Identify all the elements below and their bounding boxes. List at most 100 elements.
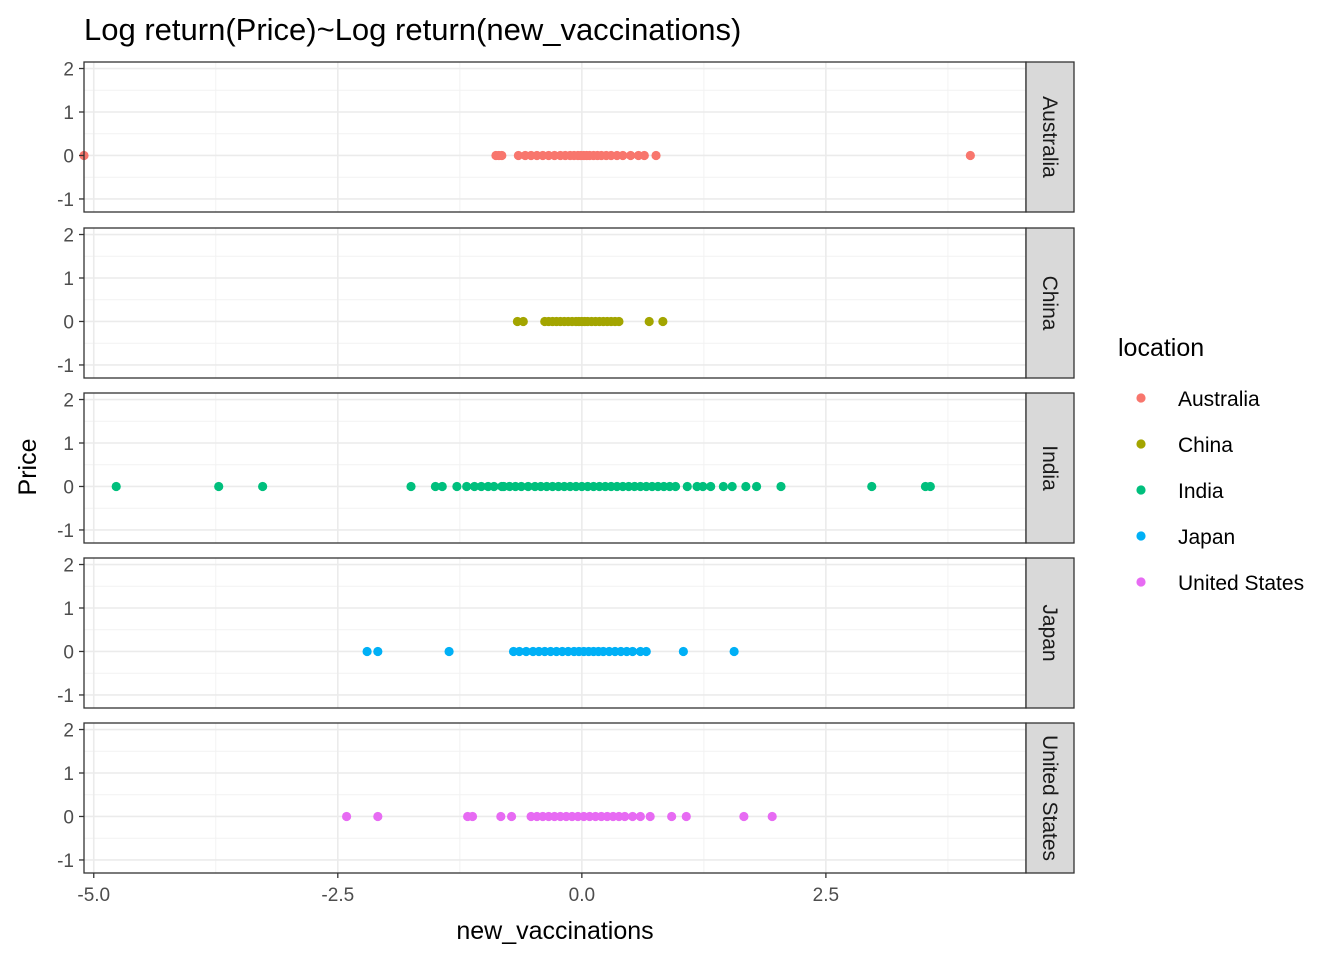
legend-item-china: China [1136, 434, 1233, 457]
data-point-india [437, 481, 447, 492]
legend-key-japan [1136, 531, 1146, 541]
data-point-united-states [681, 811, 691, 822]
y-tick-label: 0 [63, 146, 74, 167]
legend-key-china [1136, 439, 1146, 449]
data-point-united-states [373, 811, 383, 822]
y-tick-label: 1 [63, 764, 74, 785]
data-point-united-states [467, 811, 478, 822]
facet-strip-label: Australia [1038, 96, 1061, 178]
data-point-australia [626, 150, 636, 161]
facet-strip [1025, 557, 1075, 709]
legend-label: India [1178, 480, 1224, 503]
legend-item-australia: Australia [1136, 388, 1260, 411]
facet-panel-japan: -1 0 1 2 Japan [57, 556, 1075, 709]
y-tick-label: 2 [63, 226, 74, 247]
data-point-united-states [628, 811, 638, 822]
data-point-india [867, 481, 877, 492]
facet-panel-australia: -1 0 1 2 Australia [57, 60, 1075, 213]
x-axis-title: new_vaccinations [456, 917, 653, 945]
data-point-india [698, 481, 708, 492]
panel-background [84, 393, 1026, 543]
data-point-india [925, 481, 935, 492]
y-tick-label: 1 [63, 269, 74, 290]
data-point-united-states [506, 811, 517, 822]
facet-strip-label: India [1038, 445, 1061, 491]
data-point-united-states [341, 811, 352, 822]
y-tick-label: 2 [63, 60, 74, 81]
x-tick-label: 0.0 [569, 885, 595, 906]
facet-strip [1025, 227, 1075, 379]
y-tick-label: 2 [63, 721, 74, 742]
data-point-united-states [496, 811, 506, 822]
facet-strip [1025, 61, 1075, 213]
legend: location Australia China India Japan United … [1118, 334, 1304, 595]
data-point-australia [639, 150, 649, 161]
data-point-australia [618, 150, 628, 161]
data-point-japan [678, 646, 688, 657]
data-point-australia [497, 150, 507, 161]
facet-strip-label: Japan [1038, 604, 1061, 661]
y-tick-label: -1 [57, 190, 74, 211]
y-tick-label: 0 [63, 642, 74, 663]
data-point-japan [514, 646, 524, 657]
y-tick-label: 0 [63, 477, 74, 498]
data-point-china [518, 316, 528, 327]
data-point-india [523, 481, 533, 492]
legend-items: Australia China India Japan United States [1136, 388, 1304, 595]
legend-item-india: India [1136, 480, 1224, 503]
data-point-india [516, 481, 526, 492]
data-point-india [430, 481, 441, 492]
data-point-india [706, 481, 716, 492]
panel-background [84, 228, 1026, 378]
data-point-united-states [645, 811, 655, 822]
data-point-india [469, 481, 480, 492]
y-tick-label: -1 [57, 686, 74, 707]
legend-title: location [1118, 334, 1204, 362]
data-point-china [614, 316, 624, 327]
facet-strip-label: China [1038, 276, 1061, 331]
data-point-japan [373, 646, 383, 657]
y-tick-label: 1 [63, 599, 74, 620]
y-tick-label: 1 [63, 103, 74, 124]
data-point-australia [513, 150, 523, 161]
data-point-australia [651, 150, 661, 161]
data-point-india [741, 481, 751, 492]
y-tick-label: 2 [63, 391, 74, 412]
legend-label: China [1178, 434, 1233, 457]
data-point-japan [628, 646, 638, 657]
data-point-india [476, 481, 486, 492]
data-point-china [644, 316, 654, 327]
legend-item-united-states: United States [1136, 572, 1304, 595]
data-point-india [670, 481, 681, 492]
data-point-united-states [635, 811, 646, 822]
data-point-india [214, 481, 224, 492]
data-point-china [658, 316, 668, 327]
x-axis: -5.0 -2.5 0.0 2.5 [77, 873, 839, 906]
data-point-india [727, 481, 737, 492]
chart-title: Log return(Price)~Log return(new_vaccina… [84, 12, 741, 47]
data-point-japan [521, 646, 531, 657]
data-point-india [489, 481, 499, 492]
data-point-india [406, 481, 416, 492]
y-tick-label: 1 [63, 434, 74, 455]
legend-key-india [1136, 485, 1146, 495]
facet-panel-india: -1 0 1 2 India [57, 391, 1075, 544]
data-point-india [682, 481, 692, 492]
legend-label: Japan [1178, 526, 1235, 549]
data-point-united-states [667, 811, 677, 822]
data-point-united-states [767, 811, 777, 822]
legend-item-japan: Japan [1136, 526, 1235, 549]
facet-panel-china: -1 0 1 2 China [57, 226, 1075, 379]
data-point-japan [444, 646, 454, 657]
y-tick-label: -1 [57, 851, 74, 872]
legend-label: United States [1178, 572, 1304, 595]
y-tick-label: 0 [63, 807, 74, 828]
data-point-japan [641, 646, 651, 657]
data-point-india [751, 481, 762, 492]
data-point-japan [362, 646, 372, 657]
data-point-india [111, 481, 121, 492]
facet-panel-united-states: -1 0 1 2 United States [57, 721, 1075, 874]
data-point-india [258, 481, 268, 492]
panel-background [84, 558, 1026, 708]
